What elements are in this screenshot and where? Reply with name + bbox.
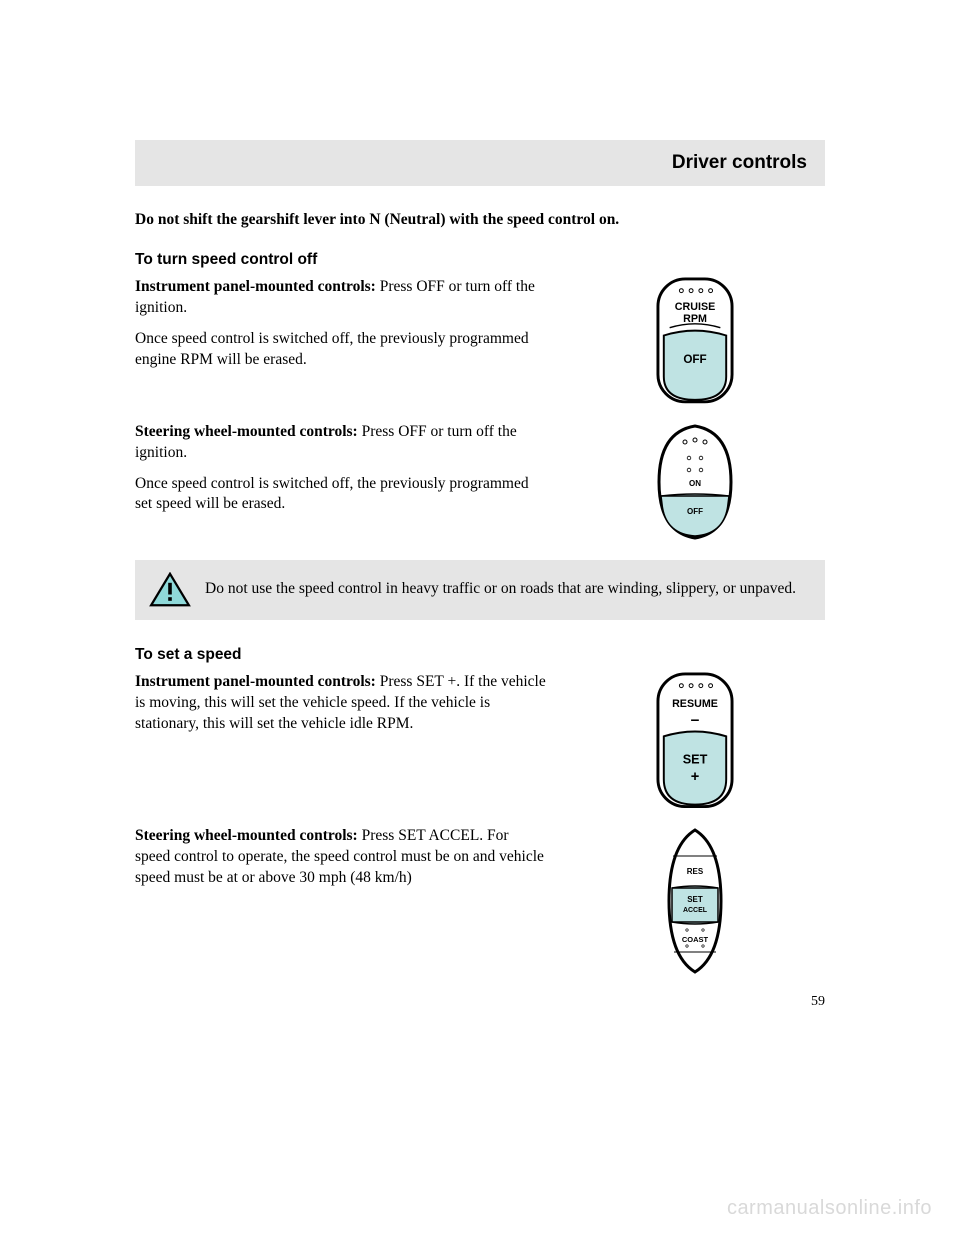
text-off-wheel: Steering wheel-mounted controls: Press O… [135, 422, 547, 526]
svg-text:–: – [691, 711, 700, 728]
icon-resume-set: RESUME – SET + [565, 672, 825, 809]
row-set-panel: Instrument panel-mounted controls: Press… [135, 672, 825, 809]
svg-text:OFF: OFF [683, 353, 706, 366]
callout-text: Do not use the speed control in heavy tr… [205, 579, 796, 600]
lead-set-wheel: Steering wheel-mounted controls: [135, 827, 358, 844]
page-number: 59 [135, 994, 825, 1010]
para2-off-wheel: Once speed control is switched off, the … [135, 474, 547, 516]
text-off-panel: Instrument panel-mounted controls: Press… [135, 277, 547, 381]
page-title: Driver controls [672, 152, 807, 174]
svg-text:OFF: OFF [687, 507, 703, 516]
svg-text:ON: ON [689, 479, 701, 488]
svg-text:CRUISE: CRUISE [675, 301, 716, 313]
intro-warning: Do not shift the gearshift lever into N … [135, 210, 825, 231]
svg-text:RES: RES [687, 867, 704, 876]
row-set-wheel: Steering wheel-mounted controls: Press S… [135, 826, 825, 976]
svg-text:COAST: COAST [682, 935, 709, 944]
warning-callout: Do not use the speed control in heavy tr… [135, 560, 825, 620]
row-off-panel: Instrument panel-mounted controls: Press… [135, 277, 825, 404]
header-band: Driver controls [135, 140, 825, 186]
svg-text:SET: SET [687, 895, 703, 904]
para2-off-panel: Once speed control is switched off, the … [135, 329, 547, 371]
page-content: Driver controls Do not shift the gearshi… [0, 0, 960, 1070]
wheel-setaccel-icon: RES SET ACCEL COAST [665, 826, 725, 976]
warning-triangle-icon [149, 572, 191, 608]
lead-off-panel: Instrument panel-mounted controls: [135, 278, 376, 295]
section-heading-off: To turn speed control off [135, 251, 825, 269]
icon-wheel-setaccel: RES SET ACCEL COAST [565, 826, 825, 976]
svg-text:SET: SET [683, 752, 708, 766]
watermark: carmanualsonline.info [727, 1197, 932, 1220]
text-set-wheel: Steering wheel-mounted controls: Press S… [135, 826, 547, 899]
resume-set-icon: RESUME – SET + [656, 672, 734, 809]
icon-wheel-onoff: ON OFF [565, 422, 825, 542]
svg-text:ACCEL: ACCEL [683, 907, 708, 914]
svg-text:RESUME: RESUME [672, 698, 718, 710]
lead-off-wheel: Steering wheel-mounted controls: [135, 423, 358, 440]
wheel-on-off-icon: ON OFF [655, 422, 735, 542]
svg-text:+: + [691, 769, 700, 785]
lead-set-panel: Instrument panel-mounted controls: [135, 673, 376, 690]
section-heading-set: To set a speed [135, 646, 825, 664]
cruise-rpm-off-icon: CRUISE RPM OFF [656, 277, 734, 404]
row-off-wheel: Steering wheel-mounted controls: Press O… [135, 422, 825, 542]
icon-cruise-off: CRUISE RPM OFF [565, 277, 825, 404]
text-set-panel: Instrument panel-mounted controls: Press… [135, 672, 547, 745]
svg-text:RPM: RPM [683, 313, 707, 325]
